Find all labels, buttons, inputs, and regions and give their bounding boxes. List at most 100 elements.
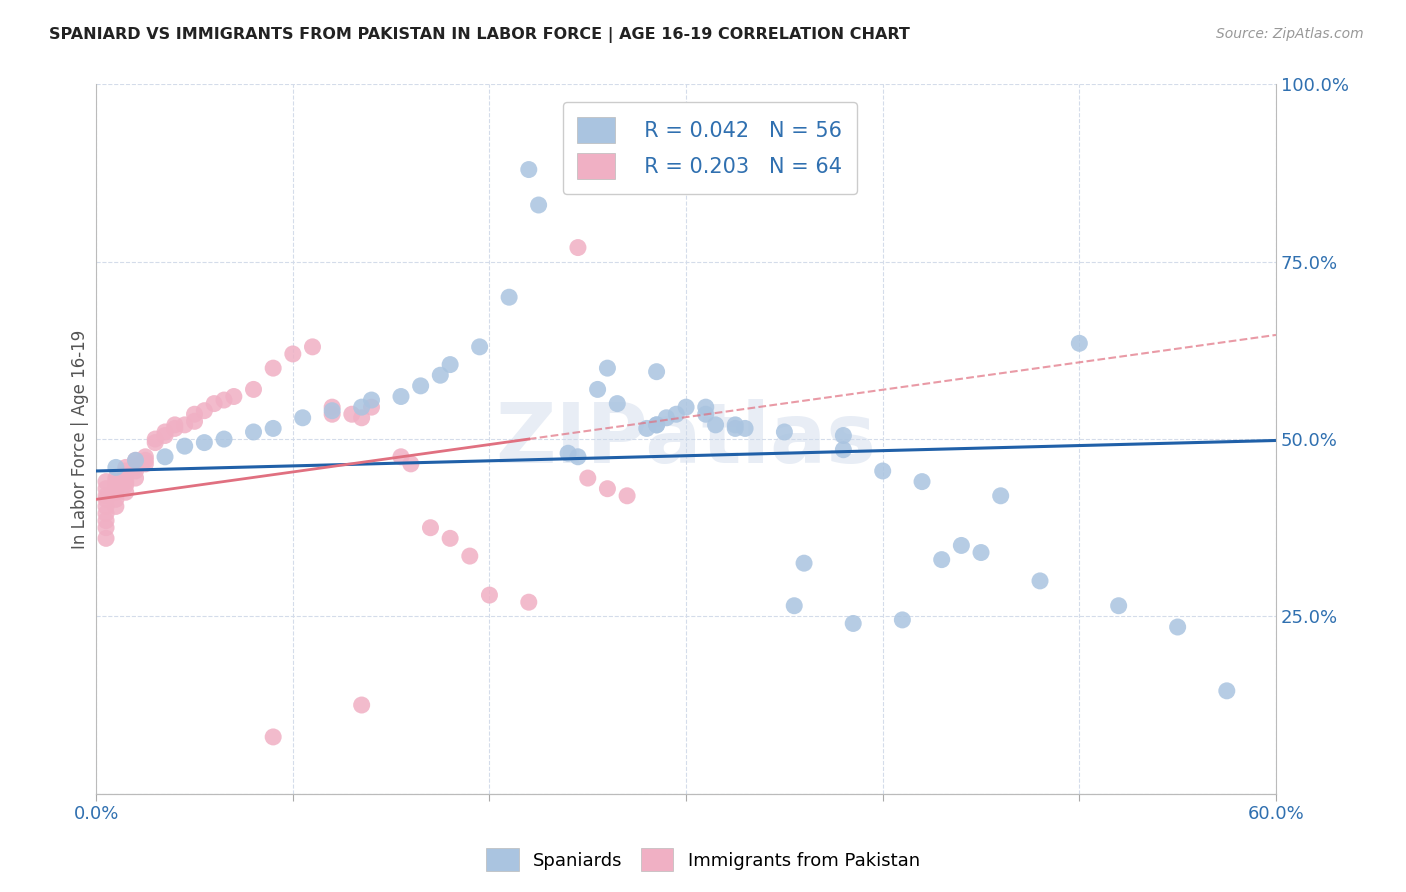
Point: [567, 241, 589, 255]
Point: [124, 464, 146, 478]
Point: [655, 410, 678, 425]
Text: SPANIARD VS IMMIGRANTS FROM PAKISTAN IN LABOR FORCE | AGE 16-19 CORRELATION CHAR: SPANIARD VS IMMIGRANTS FROM PAKISTAN IN …: [49, 27, 910, 43]
Point: [350, 400, 373, 414]
Point: [478, 588, 501, 602]
Point: [911, 475, 934, 489]
Point: [842, 616, 865, 631]
Point: [832, 442, 855, 457]
Point: [517, 162, 540, 177]
Point: [1167, 620, 1189, 634]
Point: [134, 450, 156, 464]
Point: [124, 460, 146, 475]
Point: [439, 358, 461, 372]
Point: [104, 500, 127, 514]
Point: [724, 417, 747, 432]
Point: [458, 549, 481, 563]
Point: [950, 538, 973, 552]
Point: [134, 457, 156, 471]
Point: [104, 485, 127, 500]
Point: [350, 410, 373, 425]
Point: [468, 340, 491, 354]
Point: [301, 340, 323, 354]
Point: [350, 698, 373, 712]
Point: [429, 368, 451, 383]
Point: [143, 432, 166, 446]
Point: [124, 471, 146, 485]
Point: [163, 417, 186, 432]
Point: [576, 471, 599, 485]
Point: [616, 489, 638, 503]
Point: [409, 379, 432, 393]
Point: [94, 489, 117, 503]
Point: [606, 396, 628, 410]
Point: [94, 492, 117, 507]
Point: [222, 390, 245, 404]
Point: [645, 417, 668, 432]
Point: [498, 290, 520, 304]
Point: [321, 400, 343, 414]
Text: ZIPatlas: ZIPatlas: [495, 399, 876, 480]
Point: [1108, 599, 1130, 613]
Point: [173, 439, 195, 453]
Point: [114, 485, 136, 500]
Point: [104, 492, 127, 507]
Point: [734, 421, 756, 435]
Point: [596, 482, 619, 496]
Point: [124, 453, 146, 467]
Point: [212, 392, 235, 407]
Point: [262, 730, 284, 744]
Point: [527, 198, 550, 212]
Point: [114, 478, 136, 492]
Point: [517, 595, 540, 609]
Point: [832, 428, 855, 442]
Point: [931, 552, 953, 566]
Point: [793, 556, 815, 570]
Point: [134, 453, 156, 467]
Point: [94, 475, 117, 489]
Point: [94, 500, 117, 514]
Point: [439, 532, 461, 546]
Point: [143, 435, 166, 450]
Point: [183, 407, 205, 421]
Point: [891, 613, 914, 627]
Point: [399, 457, 422, 471]
Point: [636, 421, 658, 435]
Point: [94, 521, 117, 535]
Point: [212, 432, 235, 446]
Point: [94, 514, 117, 528]
Point: [1029, 574, 1052, 588]
Point: [262, 421, 284, 435]
Point: [193, 435, 215, 450]
Point: [970, 545, 993, 559]
Point: [94, 507, 117, 521]
Point: [321, 407, 343, 421]
Point: [557, 446, 579, 460]
Point: [124, 457, 146, 471]
Point: [114, 464, 136, 478]
Point: [1069, 336, 1091, 351]
Point: [202, 396, 225, 410]
Point: [153, 428, 176, 442]
Point: [872, 464, 894, 478]
Point: [242, 383, 264, 397]
Point: [567, 450, 589, 464]
Point: [114, 475, 136, 489]
Point: [104, 460, 127, 475]
Point: [704, 417, 727, 432]
Point: [340, 407, 363, 421]
Point: [1216, 683, 1239, 698]
Point: [783, 599, 806, 613]
Point: [596, 361, 619, 376]
Legend: Spaniards, Immigrants from Pakistan: Spaniards, Immigrants from Pakistan: [479, 841, 927, 879]
Point: [104, 478, 127, 492]
Point: [419, 521, 441, 535]
Point: [242, 425, 264, 439]
Point: [665, 407, 688, 421]
Point: [183, 414, 205, 428]
Point: [114, 460, 136, 475]
Point: [645, 417, 668, 432]
Point: [586, 383, 609, 397]
Point: [94, 482, 117, 496]
Point: [695, 400, 717, 414]
Point: [291, 410, 314, 425]
